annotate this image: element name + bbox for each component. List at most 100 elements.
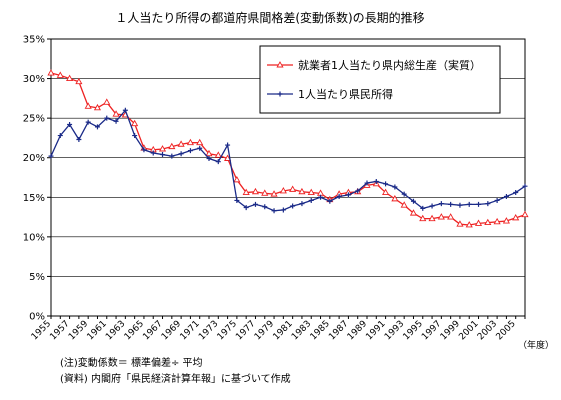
data-point <box>373 178 379 184</box>
data-point <box>485 201 491 207</box>
data-point <box>289 185 297 192</box>
x-tick-label: 1981 <box>272 319 295 342</box>
data-point <box>345 192 351 198</box>
data-point <box>262 204 268 210</box>
data-point <box>251 187 260 195</box>
data-point <box>215 159 221 165</box>
x-axis-label: （年度） <box>518 339 554 351</box>
data-point <box>150 150 156 156</box>
data-point <box>466 201 472 207</box>
data-point <box>513 190 519 196</box>
y-tick-label: 10% <box>23 232 45 243</box>
data-point <box>56 71 64 78</box>
x-tick-label: 1973 <box>197 319 220 342</box>
legend-swatch-marker <box>277 91 283 97</box>
data-point <box>494 197 500 203</box>
x-tick-label: 1975 <box>216 319 239 342</box>
x-tick-label: 1987 <box>327 319 350 342</box>
data-point <box>448 201 454 207</box>
data-point <box>196 138 204 146</box>
legend-swatch-marker <box>276 61 284 68</box>
data-point <box>355 188 361 194</box>
series-line <box>50 72 526 226</box>
data-point <box>484 218 492 226</box>
data-point <box>214 151 222 158</box>
data-point <box>503 193 509 199</box>
y-tick-label: 35% <box>23 35 45 46</box>
data-point <box>474 219 483 226</box>
series-2 <box>48 107 528 214</box>
data-point <box>447 213 455 220</box>
data-point <box>243 205 249 211</box>
data-point <box>456 220 464 227</box>
legend-label: 1人当たり県民所得 <box>298 87 393 101</box>
data-point <box>318 194 324 200</box>
x-tick-label: 1977 <box>234 319 257 342</box>
data-point <box>465 221 473 228</box>
data-point <box>104 115 110 121</box>
x-tick-label: 2001 <box>457 319 480 342</box>
data-point <box>457 202 463 208</box>
series-lines <box>47 69 529 228</box>
data-point <box>131 119 139 127</box>
data-point <box>197 145 203 151</box>
data-point <box>178 151 184 157</box>
data-point <box>112 110 120 117</box>
data-point <box>122 107 128 113</box>
data-point <box>438 201 444 207</box>
data-point <box>205 149 213 157</box>
data-point <box>401 191 407 197</box>
data-point <box>76 137 82 143</box>
data-point <box>242 188 250 195</box>
x-tick-label: 1955 <box>30 319 53 342</box>
data-point <box>67 121 73 127</box>
data-point <box>299 201 305 207</box>
data-point <box>48 153 54 159</box>
data-point <box>364 180 370 186</box>
data-point <box>382 188 390 195</box>
legend-item: 就業者1人当たり県内総生産（実質） <box>267 58 481 72</box>
data-point <box>132 133 138 139</box>
x-tick-label: 1971 <box>179 319 202 342</box>
x-tick-label: 1999 <box>439 319 462 342</box>
data-point <box>279 187 287 194</box>
data-point <box>392 184 398 190</box>
data-point <box>93 103 102 111</box>
data-point <box>186 138 194 146</box>
x-tick-label: 1961 <box>86 319 109 342</box>
data-point <box>476 201 482 207</box>
data-point <box>224 154 232 161</box>
y-tick-label: 20% <box>23 153 45 164</box>
x-axis: 1955195719591961196319651967196919711973… <box>30 316 526 342</box>
data-point <box>169 153 175 159</box>
data-point <box>290 203 296 209</box>
x-tick-label: 1965 <box>123 319 146 342</box>
x-tick-label: 1957 <box>48 319 71 342</box>
x-tick-label: 2005 <box>495 319 518 342</box>
y-tick-label: 5% <box>29 272 45 283</box>
data-point <box>400 201 408 208</box>
y-tick-label: 25% <box>23 114 45 125</box>
x-tick-label: 1989 <box>346 319 369 342</box>
x-tick-label: 1991 <box>364 319 387 342</box>
x-tick-label: 1997 <box>420 319 443 342</box>
data-point <box>206 156 212 162</box>
footnote-definition: (注)変動係数＝ 標準偏差÷ 平均 <box>60 358 203 369</box>
data-point <box>270 190 278 197</box>
data-point <box>280 207 286 213</box>
y-tick-label: 15% <box>23 193 45 204</box>
data-point <box>233 175 241 183</box>
y-tick-label: 30% <box>23 74 45 85</box>
legend-item: 1人当たり県民所得 <box>267 87 393 101</box>
legend-box <box>259 45 501 114</box>
chart-title: １人当たり所得の都道府県間格差(変動係数)の長期的推移 <box>115 10 424 25</box>
series-1 <box>47 69 529 228</box>
data-point <box>308 197 314 203</box>
data-point <box>428 214 436 222</box>
footnote-source: (資料) 内閣府「県民経済計算年報」に基づいて作成 <box>60 374 291 385</box>
data-point <box>512 213 520 221</box>
y-tick-label: 0% <box>29 312 45 323</box>
data-point <box>307 188 315 195</box>
data-point <box>66 74 74 82</box>
